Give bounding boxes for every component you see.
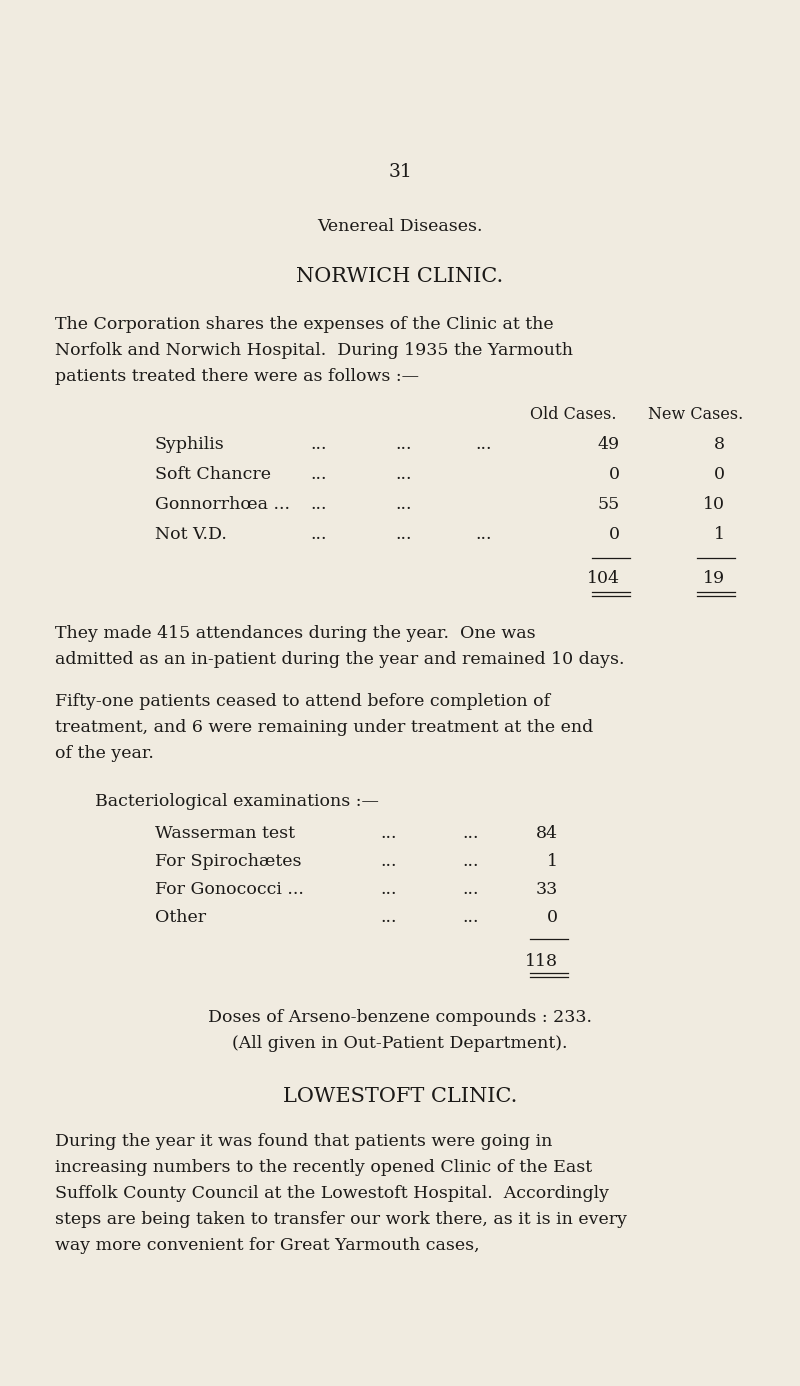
Text: The Corporation shares the expenses of the Clinic at the: The Corporation shares the expenses of t… xyxy=(55,316,554,333)
Text: ...: ... xyxy=(310,437,326,453)
Text: 33: 33 xyxy=(536,881,558,898)
Text: 49: 49 xyxy=(598,437,620,453)
Text: ...: ... xyxy=(462,852,478,870)
Text: 0: 0 xyxy=(609,466,620,482)
Text: of the year.: of the year. xyxy=(55,746,154,762)
Text: 1: 1 xyxy=(547,852,558,870)
Text: 19: 19 xyxy=(703,570,725,588)
Text: way more convenient for Great Yarmouth cases,: way more convenient for Great Yarmouth c… xyxy=(55,1236,480,1254)
Text: ...: ... xyxy=(395,466,411,482)
Text: Not V.D.: Not V.D. xyxy=(155,527,227,543)
Text: During the year it was found that patients were going in: During the year it was found that patien… xyxy=(55,1132,552,1150)
Text: (All given in Out-Patient Department).: (All given in Out-Patient Department). xyxy=(232,1035,568,1052)
Text: Old Cases.: Old Cases. xyxy=(530,406,617,423)
Text: For Gonococci ...: For Gonococci ... xyxy=(155,881,304,898)
Text: Venereal Diseases.: Venereal Diseases. xyxy=(318,218,482,236)
Text: Syphilis: Syphilis xyxy=(155,437,225,453)
Text: 10: 10 xyxy=(703,496,725,513)
Text: ...: ... xyxy=(310,496,326,513)
Text: They made 415 attendances during the year.  One was: They made 415 attendances during the yea… xyxy=(55,625,536,642)
Text: Norfolk and Norwich Hospital.  During 1935 the Yarmouth: Norfolk and Norwich Hospital. During 193… xyxy=(55,342,573,359)
Text: Fifty-one patients ceased to attend before completion of: Fifty-one patients ceased to attend befo… xyxy=(55,693,550,710)
Text: ...: ... xyxy=(475,527,491,543)
Text: ...: ... xyxy=(310,527,326,543)
Text: ...: ... xyxy=(395,527,411,543)
Text: 55: 55 xyxy=(598,496,620,513)
Text: 1: 1 xyxy=(714,527,725,543)
Text: 0: 0 xyxy=(547,909,558,926)
Text: treatment, and 6 were remaining under treatment at the end: treatment, and 6 were remaining under tr… xyxy=(55,719,594,736)
Text: 31: 31 xyxy=(388,164,412,182)
Text: ...: ... xyxy=(462,909,478,926)
Text: Soft Chancre: Soft Chancre xyxy=(155,466,271,482)
Text: patients treated there were as follows :—: patients treated there were as follows :… xyxy=(55,369,419,385)
Text: ...: ... xyxy=(475,437,491,453)
Text: Bacteriological examinations :—: Bacteriological examinations :— xyxy=(95,793,379,809)
Text: 8: 8 xyxy=(714,437,725,453)
Text: Other: Other xyxy=(155,909,206,926)
Text: ...: ... xyxy=(380,909,397,926)
Text: New Cases.: New Cases. xyxy=(648,406,743,423)
Text: NORWICH CLINIC.: NORWICH CLINIC. xyxy=(296,267,504,286)
Text: 104: 104 xyxy=(587,570,620,588)
Text: ...: ... xyxy=(380,825,397,843)
Text: Doses of Arseno-benzene compounds : 233.: Doses of Arseno-benzene compounds : 233. xyxy=(208,1009,592,1026)
Text: increasing numbers to the recently opened Clinic of the East: increasing numbers to the recently opene… xyxy=(55,1159,592,1175)
Text: Suffolk County Council at the Lowestoft Hospital.  Accordingly: Suffolk County Council at the Lowestoft … xyxy=(55,1185,609,1202)
Text: steps are being taken to transfer our work there, as it is in every: steps are being taken to transfer our wo… xyxy=(55,1211,627,1228)
Text: ...: ... xyxy=(380,852,397,870)
Text: ...: ... xyxy=(395,437,411,453)
Text: Gonnorrhœa ...: Gonnorrhœa ... xyxy=(155,496,290,513)
Text: ...: ... xyxy=(310,466,326,482)
Text: ...: ... xyxy=(462,825,478,843)
Text: admitted as an in-patient during the year and remained 10 days.: admitted as an in-patient during the yea… xyxy=(55,651,625,668)
Text: For Spirochætes: For Spirochætes xyxy=(155,852,302,870)
Text: ...: ... xyxy=(395,496,411,513)
Text: LOWESTOFT CLINIC.: LOWESTOFT CLINIC. xyxy=(283,1087,517,1106)
Text: 0: 0 xyxy=(609,527,620,543)
Text: ...: ... xyxy=(462,881,478,898)
Text: ...: ... xyxy=(380,881,397,898)
Text: 0: 0 xyxy=(714,466,725,482)
Text: 84: 84 xyxy=(536,825,558,843)
Text: 118: 118 xyxy=(525,954,558,970)
Text: Wasserman test: Wasserman test xyxy=(155,825,295,843)
